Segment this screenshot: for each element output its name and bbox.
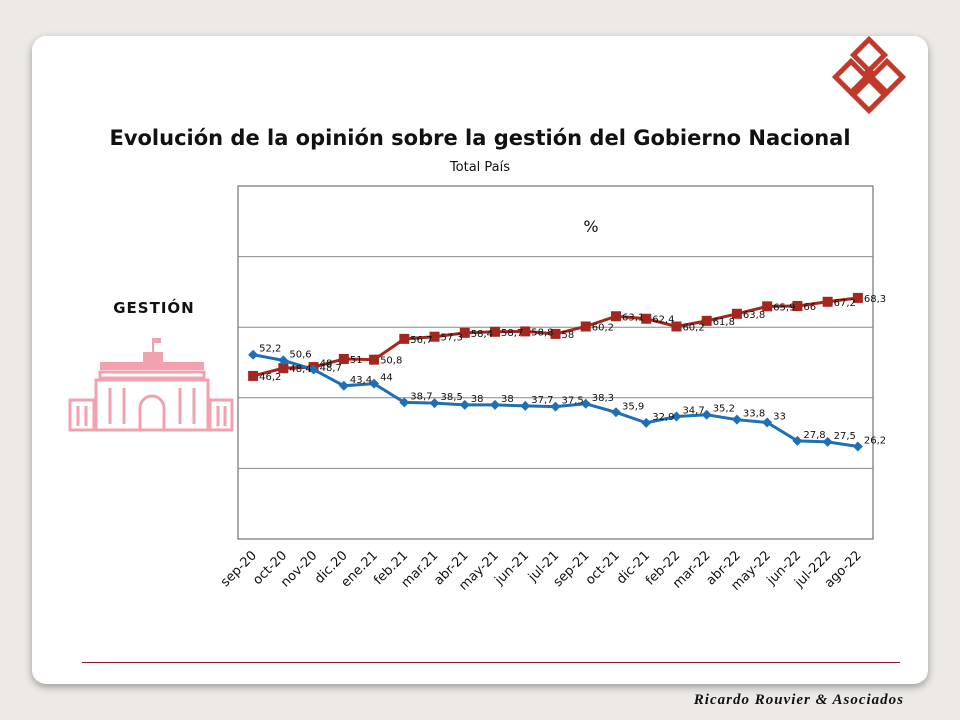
data-label: 35,2	[713, 404, 735, 415]
series-1-point	[399, 333, 410, 344]
data-label: 60,2	[592, 322, 614, 333]
series-2-point	[550, 401, 561, 412]
series-1-point	[762, 301, 773, 312]
data-label: 66	[803, 302, 816, 313]
data-label: 32,9	[652, 412, 674, 423]
data-label: 63,1	[622, 312, 644, 323]
series-1-point	[429, 331, 440, 342]
series-1-point	[671, 321, 682, 332]
series-2-point	[248, 349, 259, 360]
data-label: 44	[380, 373, 393, 384]
data-label: 58	[562, 330, 575, 341]
data-labels: 46,2 48,4 48,7 51 50,8 56,7 57,3 58,4 58,7 58,8 58…	[259, 294, 886, 447]
data-label: 38,7	[410, 391, 432, 402]
data-label: 60,2	[682, 322, 704, 333]
series-group	[248, 292, 863, 452]
data-label: 38,5	[441, 392, 463, 403]
data-label: 63,8	[743, 310, 765, 321]
series-1-point	[248, 370, 259, 381]
data-label: 38,3	[592, 393, 614, 404]
series-2-point	[580, 398, 591, 409]
data-label: 43,4	[350, 375, 372, 386]
series-1-point	[701, 315, 712, 326]
series-2-point	[641, 417, 652, 428]
series-1-point	[520, 326, 531, 337]
footer-divider	[82, 662, 900, 663]
section-label: GESTIÓN	[113, 298, 194, 317]
data-label: 56,7	[410, 335, 432, 346]
data-label: 58,8	[531, 327, 553, 338]
series-1-point	[459, 327, 470, 338]
x-tick-label: oct-21	[583, 548, 623, 588]
data-label: 52,2	[259, 344, 281, 355]
data-label: 27,5	[834, 431, 856, 442]
gridlines	[238, 256, 873, 469]
series-1-point	[731, 308, 742, 319]
data-label: 37,5	[562, 396, 584, 407]
data-label: 46,2	[259, 372, 281, 383]
x-tick-label: sep-20	[218, 548, 260, 590]
data-label: 38	[501, 394, 514, 405]
percent-annotation: %	[583, 217, 598, 236]
data-label: 68,3	[864, 294, 886, 305]
series-2-point	[731, 414, 742, 425]
series-1-point	[822, 296, 833, 307]
data-label: 51	[350, 355, 363, 366]
data-label: 62,4	[652, 315, 674, 326]
series-2-point	[792, 435, 803, 446]
government-building-icon	[68, 338, 234, 432]
data-label: 67,2	[834, 298, 856, 309]
series-2-point	[701, 409, 712, 420]
series-1-point	[369, 354, 380, 365]
series-2-point	[822, 436, 833, 447]
series-1-point	[338, 353, 349, 364]
data-label: 27,8	[803, 430, 825, 441]
data-label: 65,9	[773, 302, 795, 313]
series-1-point	[792, 301, 803, 312]
series-2-point	[369, 378, 380, 389]
data-label: 26,2	[864, 436, 886, 447]
data-label: 38	[471, 394, 484, 405]
series-2-point	[520, 400, 531, 411]
series-2-point	[671, 411, 682, 422]
series-2-point	[278, 355, 289, 366]
series-1-point	[852, 292, 863, 303]
logo-diamond-icon	[831, 35, 907, 115]
data-label: 50,8	[380, 356, 402, 367]
data-label: 58,4	[471, 329, 493, 340]
data-label: 58,7	[501, 328, 523, 339]
series-1-point	[278, 363, 289, 374]
chart-title: Evolución de la opinión sobre la gestión…	[109, 126, 850, 150]
x-tick-labels: sep-20oct-20nov-20dic.20ene.21feb.21mar.…	[218, 548, 865, 593]
x-tick-label: jun-21	[492, 548, 533, 589]
series-2-point	[610, 407, 621, 418]
data-label: 57,3	[441, 333, 463, 344]
series-2-point	[429, 398, 440, 409]
chart-subtitle: Total País	[449, 160, 510, 175]
data-label: 50,6	[289, 349, 311, 360]
series-1-point	[641, 313, 652, 324]
data-label: 48,4	[289, 364, 311, 375]
footer-brand: Ricardo Rouvier & Asociados	[693, 692, 904, 708]
series-2-point	[490, 399, 501, 410]
data-label: 33	[773, 412, 786, 423]
data-label: 35,9	[622, 401, 644, 412]
series-1-point	[610, 311, 621, 322]
data-label: 48	[320, 359, 333, 370]
series-1-point	[550, 328, 561, 339]
data-label: 61,8	[713, 317, 735, 328]
series-2-point	[762, 417, 773, 428]
series-1-point	[490, 326, 501, 337]
series-2-point	[338, 380, 349, 391]
data-label: 37,7	[531, 395, 553, 406]
data-label: 34,7	[682, 406, 704, 417]
data-label: 48,7	[320, 363, 342, 374]
series-2-point	[308, 364, 319, 375]
series-2-point	[459, 399, 470, 410]
series-2-point	[852, 441, 863, 452]
series-1-point	[580, 321, 591, 332]
series-2-point	[399, 397, 410, 408]
data-label: 33,8	[743, 409, 765, 420]
